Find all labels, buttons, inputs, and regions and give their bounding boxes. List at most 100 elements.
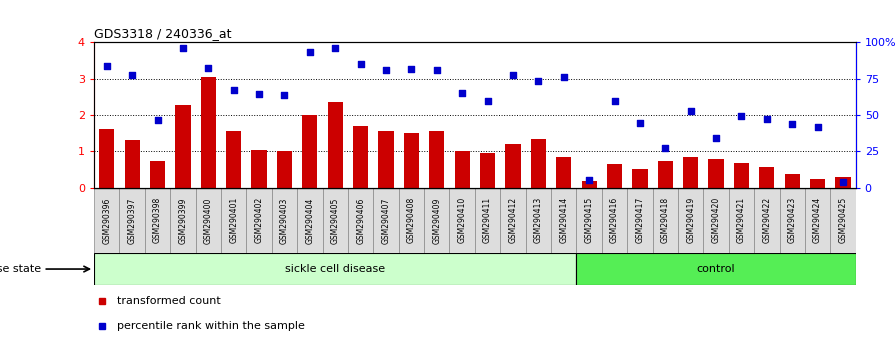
Bar [176,105,191,188]
Point [760,116,774,121]
Bar [602,188,627,253]
Point [633,120,647,126]
Point [810,124,824,130]
Bar [94,253,576,285]
Bar [170,188,195,253]
Text: GSM290398: GSM290398 [153,197,162,244]
Text: GSM290402: GSM290402 [254,197,263,244]
Text: GSM290420: GSM290420 [711,197,720,244]
Bar [627,188,652,253]
Bar [526,188,551,253]
Bar [119,188,145,253]
Text: transformed count: transformed count [116,296,220,306]
Bar [378,131,393,188]
Bar [703,188,728,253]
Point [151,118,165,123]
Bar [94,188,119,253]
Text: GSM290409: GSM290409 [432,197,442,244]
Text: GSM290418: GSM290418 [660,197,670,244]
Point [430,67,444,73]
Bar [551,188,576,253]
Point [480,98,495,104]
Bar [780,188,805,253]
Bar [125,141,140,188]
Bar [353,126,368,188]
Point [607,98,622,103]
Bar [252,150,267,188]
Text: GDS3318 / 240336_at: GDS3318 / 240336_at [94,27,231,40]
Bar [404,133,419,188]
Bar [633,169,648,188]
Bar [328,102,343,188]
Bar [759,167,774,188]
Bar [399,188,424,253]
Text: GSM290415: GSM290415 [584,197,594,244]
Point [582,178,597,183]
Bar [607,164,622,188]
Text: GSM290412: GSM290412 [508,197,518,244]
Bar [221,188,246,253]
Text: GSM290425: GSM290425 [839,197,848,244]
Bar [582,181,597,188]
Point [556,74,571,80]
Text: GSM290399: GSM290399 [178,197,187,244]
Bar [475,188,500,253]
Text: disease state: disease state [0,264,41,274]
Text: GSM290401: GSM290401 [229,197,238,244]
Point [379,67,393,73]
Text: percentile rank within the sample: percentile rank within the sample [116,321,305,331]
Text: GSM290411: GSM290411 [483,197,492,244]
Text: GSM290419: GSM290419 [686,197,695,244]
Bar [709,159,724,188]
Text: GSM290397: GSM290397 [127,197,137,244]
Bar [424,188,450,253]
Bar [658,161,673,188]
Bar [754,188,780,253]
Bar [302,115,317,188]
Point [328,45,342,51]
Point [201,65,216,71]
Bar [145,188,170,253]
Text: GSM290396: GSM290396 [102,197,111,244]
Bar [323,188,348,253]
Bar [734,163,749,188]
Bar [835,177,850,188]
Point [278,92,292,98]
Point [303,49,317,55]
Text: control: control [697,264,736,274]
Text: GSM290407: GSM290407 [382,197,391,244]
Text: GSM290400: GSM290400 [203,197,213,244]
Text: GSM290414: GSM290414 [559,197,568,244]
Bar [271,188,297,253]
Bar [195,188,221,253]
Point [684,109,698,114]
Text: GSM290424: GSM290424 [813,197,823,244]
Bar [226,131,241,188]
Text: GSM290410: GSM290410 [458,197,467,244]
Text: sickle cell disease: sickle cell disease [285,264,385,274]
Bar [201,77,216,188]
Bar [805,188,831,253]
Text: GSM290416: GSM290416 [610,197,619,244]
Bar [297,188,323,253]
Text: GSM290406: GSM290406 [356,197,366,244]
Text: GSM290408: GSM290408 [407,197,416,244]
Point [836,179,850,185]
Text: GSM290417: GSM290417 [635,197,644,244]
Bar [831,188,856,253]
Point [658,145,672,151]
Text: GSM290422: GSM290422 [762,197,771,244]
Bar [374,188,399,253]
Bar [450,188,475,253]
Text: GSM290404: GSM290404 [306,197,314,244]
Point [252,91,266,97]
Point [455,90,470,95]
Bar [728,188,754,253]
Bar [348,188,374,253]
Bar [500,188,526,253]
Point [404,66,418,72]
Bar [810,179,825,188]
Text: GSM290421: GSM290421 [737,197,746,244]
Bar [785,174,800,188]
Text: GSM290413: GSM290413 [534,197,543,244]
